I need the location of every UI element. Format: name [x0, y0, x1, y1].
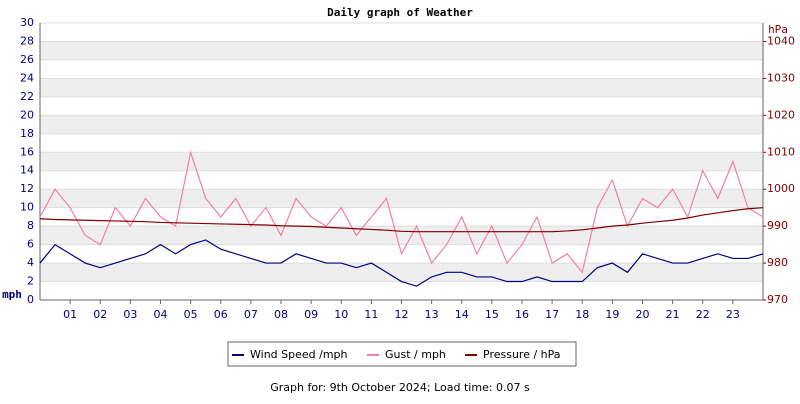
x-tick-label: 01: [63, 308, 77, 321]
legend-box: [227, 341, 577, 367]
y-tick-label: 6: [27, 238, 34, 251]
legend-label: Wind Speed /mph: [250, 348, 348, 361]
y-tick-label: 24: [20, 71, 34, 84]
x-tick-label: 12: [395, 308, 409, 321]
x-tick-label: 16: [515, 308, 529, 321]
grid-band: [40, 115, 763, 134]
x-tick-label: 10: [334, 308, 348, 321]
grid-band: [40, 189, 763, 208]
grid-band: [40, 78, 763, 97]
y-tick-label: 10: [20, 201, 34, 214]
y-axis-label: mph: [2, 288, 22, 301]
x-tick-label: 06: [214, 308, 228, 321]
grid-band: [40, 263, 763, 282]
y2-tick-label: 1020: [767, 108, 795, 121]
y-tick-label: 22: [20, 90, 34, 103]
x-tick-label: 08: [274, 308, 288, 321]
y-tick-label: 2: [27, 275, 34, 288]
x-tick-label: 23: [726, 308, 740, 321]
x-tick-label: 05: [184, 308, 198, 321]
x-tick-label: 04: [154, 308, 168, 321]
y2-tick-label: 1000: [767, 182, 795, 195]
legend-label: Pressure / hPa: [483, 348, 561, 361]
x-tick-label: 18: [575, 308, 589, 321]
x-tick-label: 02: [93, 308, 107, 321]
y-tick-label: 14: [20, 164, 34, 177]
y2-tick-label: 1040: [767, 34, 795, 47]
x-tick-label: 11: [364, 308, 378, 321]
x-tick-label: 09: [304, 308, 318, 321]
x-tick-label: 17: [545, 308, 559, 321]
series-line: [39, 239, 764, 287]
x-tick-label: 07: [244, 308, 258, 321]
y-tick-label: 18: [20, 127, 34, 140]
grid-band: [40, 152, 763, 171]
y-tick-label: 16: [20, 145, 34, 158]
chart-title: Daily graph of Weather: [327, 6, 473, 19]
y-tick-label: 20: [20, 108, 34, 121]
x-tick-label: 14: [455, 308, 469, 321]
y2-tick-label: 1010: [767, 145, 795, 158]
y2-tick-label: 990: [767, 219, 788, 232]
y-tick-label: 8: [27, 219, 34, 232]
footer: Graph for: 9th October 2024; Load time: …: [270, 381, 530, 394]
y2-tick-label: 1030: [767, 71, 795, 84]
y2-axis-label: hPa: [768, 23, 788, 36]
y-tick-label: 12: [20, 182, 34, 195]
x-tick-label: 15: [485, 308, 499, 321]
series-line: [39, 207, 764, 233]
y2-tick-label: 980: [767, 256, 788, 269]
y-tick-label: 4: [27, 256, 34, 269]
grid-band: [40, 226, 763, 245]
y-tick-label: 0: [27, 293, 34, 306]
x-tick-label: 13: [425, 308, 439, 321]
legend-label: Gust / mph: [385, 348, 446, 361]
x-tick-label: 22: [696, 308, 710, 321]
y-tick-label: 26: [20, 53, 34, 66]
series-line: [39, 149, 764, 274]
y-tick-label: 30: [20, 16, 34, 29]
y2-tick-label: 970: [767, 293, 788, 306]
x-tick-label: 21: [666, 308, 680, 321]
x-tick-label: 19: [605, 308, 619, 321]
x-tick-label: 20: [636, 308, 650, 321]
x-tick-label: 03: [123, 308, 137, 321]
grid-band: [40, 41, 763, 60]
y-tick-label: 28: [20, 34, 34, 47]
